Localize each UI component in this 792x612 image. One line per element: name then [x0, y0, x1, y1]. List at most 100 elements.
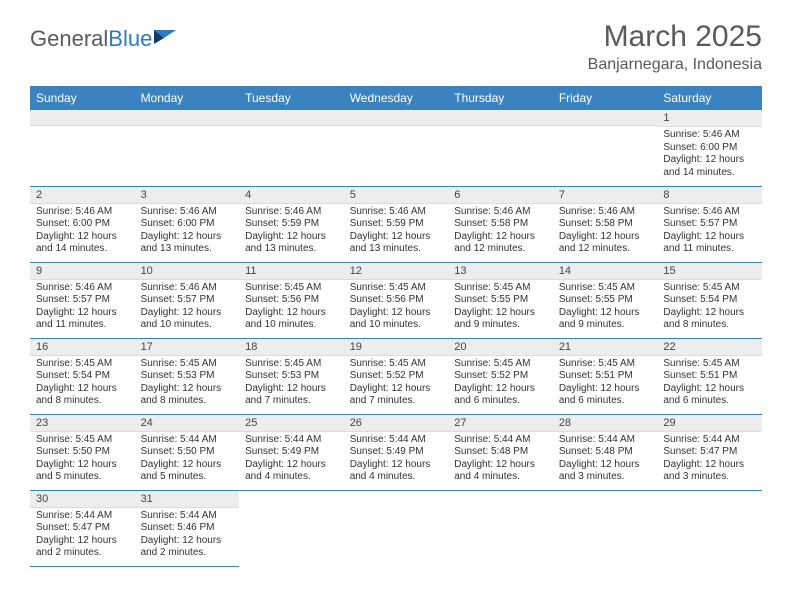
day-line: Sunrise: 5:46 AM [663, 129, 756, 142]
day-line: Daylight: 12 hours [663, 154, 756, 167]
day-line: Sunset: 6:00 PM [141, 218, 234, 231]
calendar-day-cell: 7Sunrise: 5:46 AMSunset: 5:58 PMDaylight… [553, 186, 658, 262]
location: Banjarnegara, Indonesia [588, 56, 762, 74]
day-line: Sunrise: 5:45 AM [245, 282, 338, 295]
calendar-day-cell: 13Sunrise: 5:45 AMSunset: 5:55 PMDayligh… [448, 262, 553, 338]
day-content [239, 126, 344, 132]
day-line: Sunrise: 5:45 AM [141, 358, 234, 371]
day-content: Sunrise: 5:46 AMSunset: 5:57 PMDaylight:… [135, 280, 240, 336]
day-line: Sunrise: 5:46 AM [36, 282, 129, 295]
day-content: Sunrise: 5:45 AMSunset: 5:55 PMDaylight:… [553, 280, 658, 336]
day-content [239, 507, 344, 513]
day-content: Sunrise: 5:46 AMSunset: 5:58 PMDaylight:… [553, 204, 658, 260]
calendar-day-cell: 30Sunrise: 5:44 AMSunset: 5:47 PMDayligh… [30, 490, 135, 566]
calendar-day-cell: 4Sunrise: 5:46 AMSunset: 5:59 PMDaylight… [239, 186, 344, 262]
day-line: Sunset: 5:57 PM [36, 294, 129, 307]
day-number: 27 [448, 415, 553, 432]
day-line: Sunrise: 5:44 AM [141, 510, 234, 523]
day-line: Sunrise: 5:46 AM [36, 206, 129, 219]
day-line: Daylight: 12 hours [663, 231, 756, 244]
day-line: Sunset: 5:58 PM [454, 218, 547, 231]
day-line: and 6 minutes. [454, 395, 547, 408]
day-line: and 9 minutes. [559, 319, 652, 332]
day-line: and 7 minutes. [245, 395, 338, 408]
day-number [657, 491, 762, 507]
day-line: Sunset: 5:49 PM [245, 446, 338, 459]
calendar-week-row: 16Sunrise: 5:45 AMSunset: 5:54 PMDayligh… [30, 338, 762, 414]
calendar-day-cell: 27Sunrise: 5:44 AMSunset: 5:48 PMDayligh… [448, 414, 553, 490]
logo-text-2: Blue [108, 26, 152, 52]
day-content: Sunrise: 5:44 AMSunset: 5:47 PMDaylight:… [657, 432, 762, 488]
day-number: 24 [135, 415, 240, 432]
day-line: Daylight: 12 hours [350, 383, 443, 396]
day-number [448, 491, 553, 507]
day-line: Sunset: 5:56 PM [350, 294, 443, 307]
day-line: and 11 minutes. [36, 319, 129, 332]
calendar-day-cell: 23Sunrise: 5:45 AMSunset: 5:50 PMDayligh… [30, 414, 135, 490]
day-line: Sunrise: 5:46 AM [141, 206, 234, 219]
day-line: and 11 minutes. [663, 243, 756, 256]
calendar-day-cell [553, 490, 658, 566]
day-content: Sunrise: 5:46 AMSunset: 5:59 PMDaylight:… [344, 204, 449, 260]
calendar-day-cell: 1Sunrise: 5:46 AMSunset: 6:00 PMDaylight… [657, 110, 762, 186]
day-line: Daylight: 12 hours [559, 307, 652, 320]
logo-text-1: General [30, 26, 108, 52]
day-line: and 3 minutes. [663, 471, 756, 484]
day-line: and 10 minutes. [141, 319, 234, 332]
calendar-day-cell: 31Sunrise: 5:44 AMSunset: 5:46 PMDayligh… [135, 490, 240, 566]
day-line: Sunrise: 5:45 AM [245, 358, 338, 371]
day-number: 21 [553, 339, 658, 356]
day-number: 13 [448, 263, 553, 280]
day-number [239, 110, 344, 126]
day-content: Sunrise: 5:45 AMSunset: 5:53 PMDaylight:… [239, 356, 344, 412]
day-line: Sunset: 5:47 PM [36, 522, 129, 535]
day-content: Sunrise: 5:44 AMSunset: 5:47 PMDaylight:… [30, 508, 135, 564]
weekday-header: Friday [553, 86, 658, 110]
day-number: 6 [448, 187, 553, 204]
day-line: Sunrise: 5:44 AM [559, 434, 652, 447]
month-title: March 2025 [588, 20, 762, 54]
day-number: 10 [135, 263, 240, 280]
calendar-body: 1Sunrise: 5:46 AMSunset: 6:00 PMDaylight… [30, 110, 762, 566]
calendar-day-cell: 5Sunrise: 5:46 AMSunset: 5:59 PMDaylight… [344, 186, 449, 262]
calendar-day-cell: 15Sunrise: 5:45 AMSunset: 5:54 PMDayligh… [657, 262, 762, 338]
day-content [448, 126, 553, 132]
calendar-day-cell [657, 490, 762, 566]
day-content [448, 507, 553, 513]
weekday-header: Sunday [30, 86, 135, 110]
calendar-day-cell: 20Sunrise: 5:45 AMSunset: 5:52 PMDayligh… [448, 338, 553, 414]
calendar-day-cell: 12Sunrise: 5:45 AMSunset: 5:56 PMDayligh… [344, 262, 449, 338]
weekday-header: Thursday [448, 86, 553, 110]
day-content: Sunrise: 5:44 AMSunset: 5:50 PMDaylight:… [135, 432, 240, 488]
day-line: Sunrise: 5:46 AM [559, 206, 652, 219]
day-line: Sunset: 6:00 PM [36, 218, 129, 231]
day-line: and 4 minutes. [350, 471, 443, 484]
calendar-day-cell: 28Sunrise: 5:44 AMSunset: 5:48 PMDayligh… [553, 414, 658, 490]
day-line: Sunrise: 5:46 AM [454, 206, 547, 219]
day-line: Sunrise: 5:46 AM [245, 206, 338, 219]
day-content: Sunrise: 5:46 AMSunset: 6:00 PMDaylight:… [135, 204, 240, 260]
day-line: and 8 minutes. [141, 395, 234, 408]
day-line: Daylight: 12 hours [141, 231, 234, 244]
day-content [30, 126, 135, 132]
day-number: 11 [239, 263, 344, 280]
day-number: 25 [239, 415, 344, 432]
calendar-day-cell: 11Sunrise: 5:45 AMSunset: 5:56 PMDayligh… [239, 262, 344, 338]
day-number [344, 491, 449, 507]
day-line: Sunrise: 5:44 AM [350, 434, 443, 447]
day-line: and 8 minutes. [663, 319, 756, 332]
day-line: and 12 minutes. [454, 243, 547, 256]
day-line: Daylight: 12 hours [663, 307, 756, 320]
day-line: and 6 minutes. [663, 395, 756, 408]
day-number: 8 [657, 187, 762, 204]
day-line: and 2 minutes. [36, 547, 129, 560]
day-line: Daylight: 12 hours [454, 231, 547, 244]
calendar-day-cell: 22Sunrise: 5:45 AMSunset: 5:51 PMDayligh… [657, 338, 762, 414]
day-number: 1 [657, 110, 762, 127]
day-content: Sunrise: 5:45 AMSunset: 5:51 PMDaylight:… [657, 356, 762, 412]
day-line: and 4 minutes. [245, 471, 338, 484]
day-number: 12 [344, 263, 449, 280]
day-line: Sunrise: 5:45 AM [36, 434, 129, 447]
day-line: and 10 minutes. [245, 319, 338, 332]
day-number [30, 110, 135, 126]
